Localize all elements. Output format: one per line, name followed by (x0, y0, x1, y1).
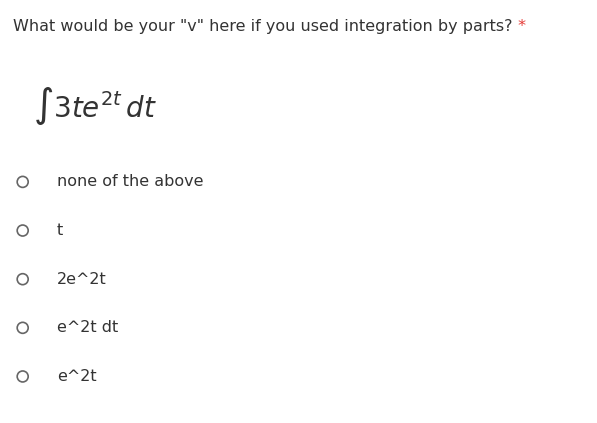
Text: e^2t: e^2t (57, 369, 96, 384)
Text: t: t (57, 223, 63, 238)
Text: What would be your "v" here if you used integration by parts?: What would be your "v" here if you used … (13, 19, 513, 34)
Text: none of the above: none of the above (57, 174, 203, 190)
Text: *: * (513, 19, 525, 34)
Text: e^2t dt: e^2t dt (57, 320, 118, 335)
Text: $\int 3te^{2t}\,dt$: $\int 3te^{2t}\,dt$ (33, 85, 157, 126)
Text: 2e^2t: 2e^2t (57, 272, 106, 287)
